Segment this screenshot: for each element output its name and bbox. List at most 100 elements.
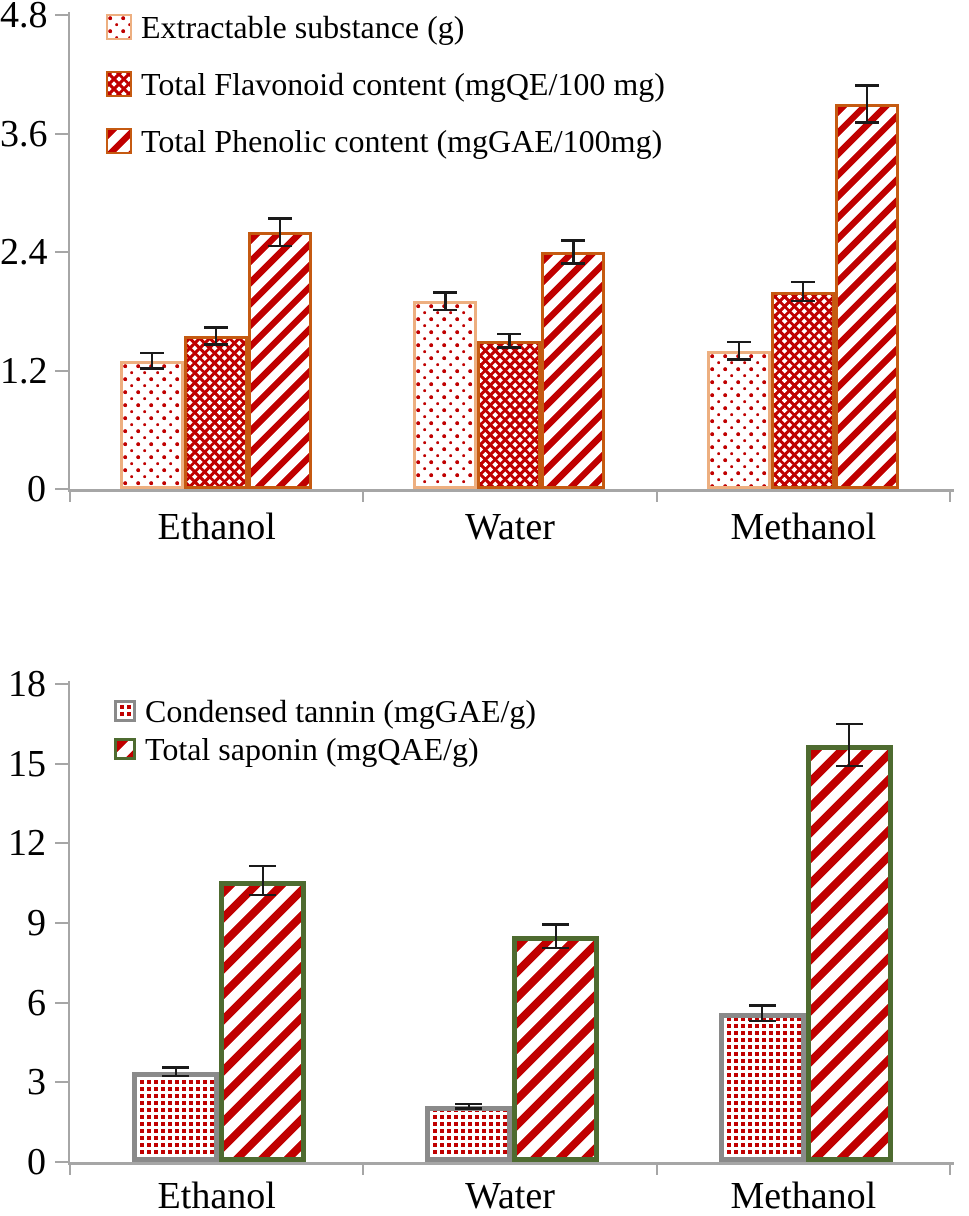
y-tick-label: 2.4 [0,231,48,273]
legend-label-condensed-tannin-mggae-g: Condensed tannin (mgGAE/g) [145,693,537,729]
error-bar-cap-top [790,280,815,284]
x-tick-mark [655,1164,658,1175]
chart-phenolic-flavonoid-extractable: 0 1.2 2.4 3.6 4.8 Ethanol Water Methanol Extract… [0,0,954,548]
y-tick-mark [55,1161,68,1163]
legend-swatch-extractable-substance-g [106,14,132,40]
error-bar-cap-top [561,239,586,242]
error-bar-line [151,352,154,369]
error-bar-line [865,85,868,123]
error-bar-line [508,333,511,348]
error-bar-line [801,281,804,302]
x-tick-mark [655,491,658,502]
error-bar-cap-bottom [268,244,292,248]
y-tick-label: 6 [27,981,46,1024]
y-tick-mark [55,922,68,924]
x-axis-label-water: Water [465,506,555,548]
error-bar-cap-bottom [140,367,164,370]
error-bar-line [761,1005,764,1022]
legend-swatch-total-phenolic-content-mggae-100mg [106,128,132,154]
y-tick-mark [55,488,68,490]
bar-total-flavonoid-content-mgqe-100-mg-water [477,340,542,489]
bar-extractable-substance-g-ethanol [120,360,184,489]
y-tick-label: 0 [27,468,46,510]
y-tick-mark [55,251,68,253]
error-bar-cap-bottom [455,1107,483,1110]
legend-swatch-condensed-tannin-mggae-g [114,700,136,722]
bar-extractable-substance-g-water [413,301,478,489]
y-tick-label: 15 [8,742,46,785]
error-bar-line [737,341,740,360]
bar-total-saponin-mgqae-g-ethanol [219,880,306,1162]
error-bar-line [215,327,218,345]
y-tick-label: 3 [27,1061,46,1104]
bar-total-saponin-mgqae-g-methanol [805,745,893,1162]
legend-item-total-flavonoid-content-mgqe-100-mg: Total Flavonoid content (mgQE/100 mg) [106,68,665,100]
bar-extractable-substance-g-methanol [706,350,771,489]
x-axis-line [68,1162,954,1165]
y-tick-label: 3.6 [0,112,48,155]
y-tick-mark [55,842,68,845]
bar-condensed-tannin-mggae-g-methanol [718,1013,806,1162]
bar-condensed-tannin-mggae-g-water [425,1106,513,1162]
error-bar-cap-top [542,923,570,926]
error-bar-cap-top [140,351,164,355]
y-tick-mark [55,683,68,685]
bar-total-flavonoid-content-mgqe-100-mg-ethanol [184,335,248,489]
bar-total-saponin-mgqae-g-water [512,936,600,1162]
error-bar-cap-bottom [542,946,570,950]
legend-swatch-total-saponin-mgqae-g [114,738,136,760]
bar-total-phenolic-content-mggae-100mg-water [541,252,606,489]
error-bar-cap-bottom [162,1074,189,1078]
y-tick-label: 12 [8,822,46,865]
y-tick-label: 1.2 [0,349,48,392]
x-axis-label-methanol: Methanol [730,1175,877,1216]
error-bar-line [467,1103,471,1109]
y-axis-line [68,12,70,489]
y-tick-mark [55,1081,68,1084]
error-bar-line [174,1067,177,1077]
y-tick-mark [55,369,68,372]
error-bar-cap-top [249,864,276,868]
y-tick-mark [55,1001,68,1004]
error-bar-cap-bottom [249,893,276,897]
x-tick-mark [362,491,365,502]
error-bar-cap-bottom [748,1019,776,1023]
bar-total-phenolic-content-mggae-100mg-ethanol [248,232,312,489]
error-bar-line [279,218,282,247]
error-bar-line [572,240,575,264]
x-axis-label-ethanol: Ethanol [157,506,276,548]
x-axis-label-water: Water [465,1175,555,1216]
error-bar-line [444,292,447,311]
bar-condensed-tannin-mggae-g-ethanol [132,1071,219,1162]
bar-total-phenolic-content-mggae-100mg-methanol [834,103,899,489]
error-bar-cap-bottom [790,299,815,303]
error-bar-cap-bottom [835,764,863,768]
legend-label-extractable-substance-g: Extractable substance (g) [141,9,465,45]
legend-label-total-phenolic-content-mggae-100mg: Total Phenolic content (mgGAE/100mg) [141,123,663,159]
error-bar-cap-bottom [204,343,228,346]
x-axis-label-methanol: Methanol [730,506,877,548]
y-axis-line [68,681,70,1162]
error-bar-cap-bottom [433,308,458,312]
error-bar-cap-bottom [497,346,522,349]
error-bar-line [554,924,558,949]
error-bar-line [261,865,264,896]
legend-item-total-saponin-mgqae-g: Total saponin (mgQAE/g) [114,733,479,765]
error-bar-cap-top [433,291,458,294]
legend-label-total-saponin-mgqae-g: Total saponin (mgQAE/g) [145,731,479,767]
error-bar-cap-top [268,217,292,220]
y-tick-mark [55,14,68,16]
error-bar-cap-top [497,332,522,336]
y-tick-mark [55,762,68,765]
error-bar-cap-top [204,326,228,329]
x-axis-label-ethanol: Ethanol [157,1175,276,1216]
y-tick-label: 4.8 [0,0,48,36]
y-tick-label: 0 [27,1141,46,1183]
error-bar-cap-bottom [726,358,751,361]
x-tick-mark [69,491,71,502]
error-bar-cap-top [162,1066,189,1069]
x-tick-mark [949,491,951,502]
y-tick-mark [55,132,68,135]
legend-item-total-phenolic-content-mggae-100mg: Total Phenolic content (mgGAE/100mg) [106,123,663,159]
